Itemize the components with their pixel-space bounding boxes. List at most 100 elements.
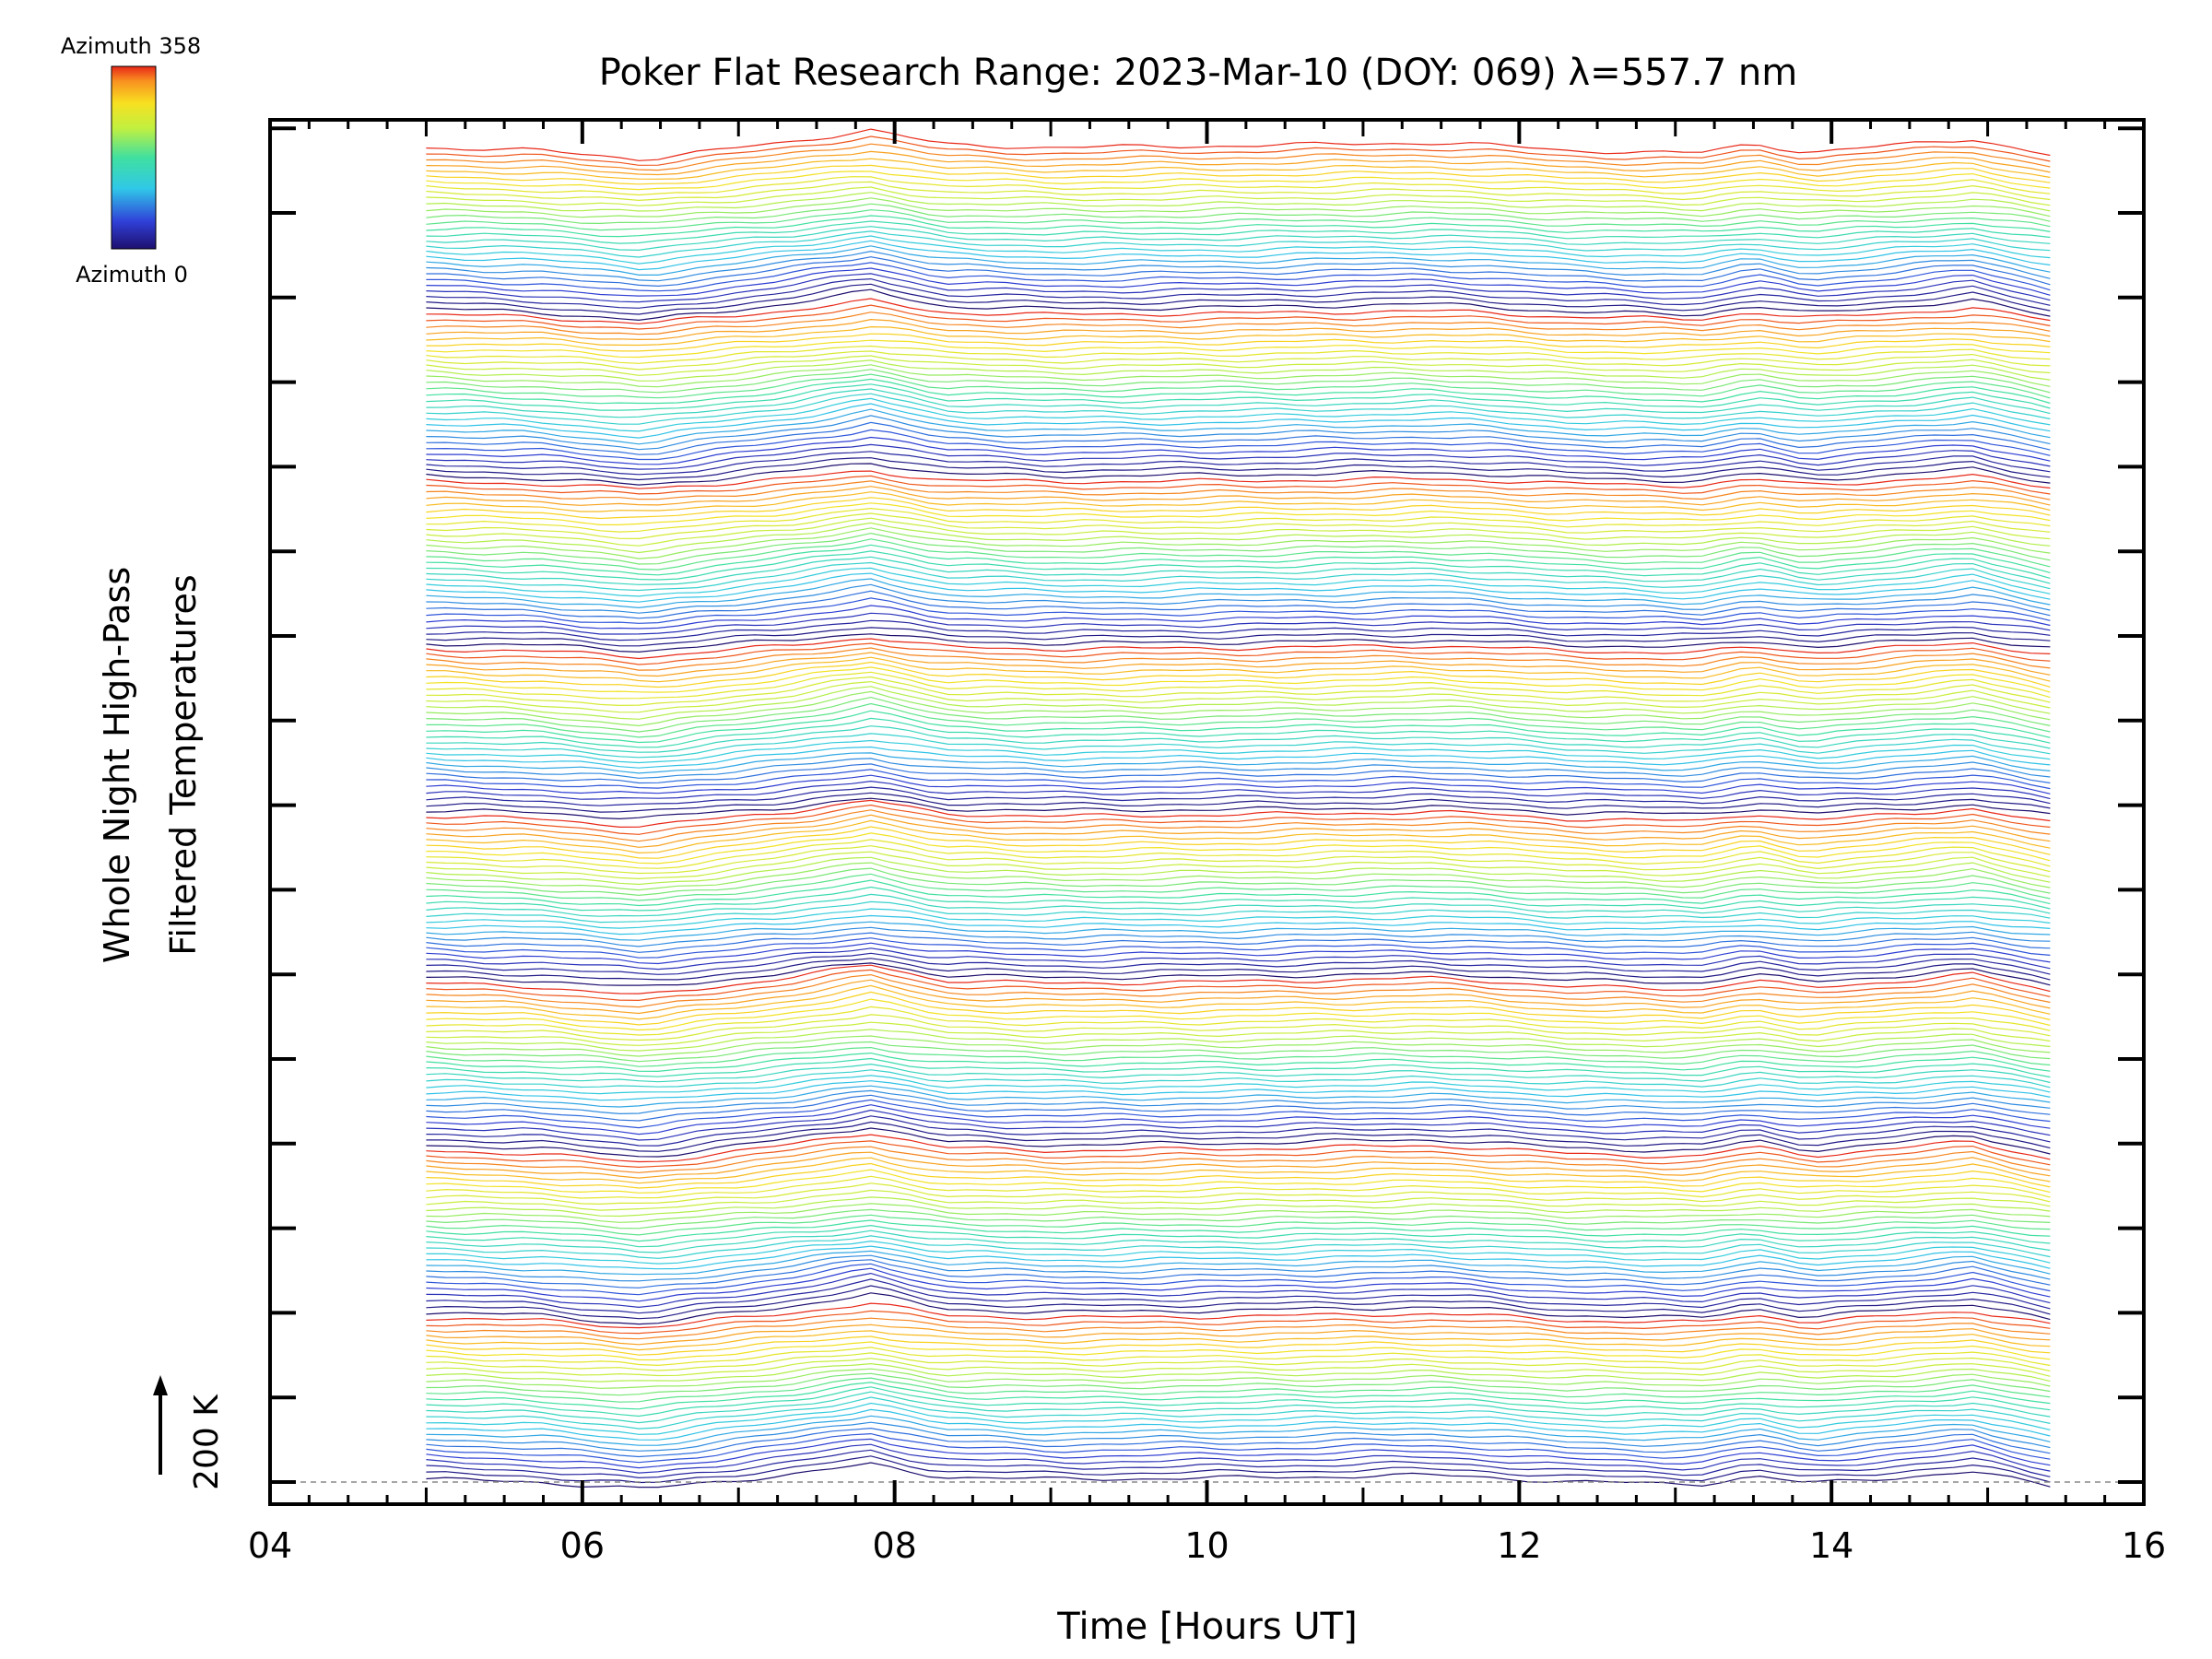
azimuth-trace bbox=[426, 567, 2051, 597]
azimuth-trace bbox=[426, 544, 2051, 576]
azimuth-trace bbox=[426, 256, 2051, 288]
azimuth-trace bbox=[426, 1080, 2051, 1101]
azimuth-trace bbox=[426, 230, 2051, 258]
azimuth-trace bbox=[426, 717, 2051, 748]
azimuth-trace bbox=[426, 1127, 2051, 1158]
azimuth-trace bbox=[426, 605, 2051, 629]
azimuth-trace bbox=[426, 666, 2051, 693]
azimuth-trace bbox=[426, 814, 2051, 848]
azimuth-trace bbox=[426, 926, 2051, 947]
azimuth-trace bbox=[426, 1035, 2051, 1057]
azimuth-trace bbox=[426, 1094, 2051, 1122]
azimuth-trace bbox=[426, 502, 2051, 525]
azimuth-trace bbox=[426, 245, 2051, 276]
azimuth-trace bbox=[426, 1046, 2051, 1067]
azimuth-trace bbox=[426, 799, 2051, 829]
azimuth-trace bbox=[426, 538, 2051, 571]
azimuth-trace bbox=[426, 758, 2051, 779]
azimuth-trace bbox=[426, 1250, 2051, 1276]
y-axis-label-line2: Filtered Temperatures bbox=[163, 574, 204, 955]
azimuth-trace bbox=[426, 702, 2051, 738]
azimuth-trace bbox=[426, 1203, 2051, 1223]
azimuth-trace bbox=[426, 1347, 2051, 1367]
azimuth-trace bbox=[426, 369, 2051, 394]
scale-indicator: 200 K bbox=[153, 1375, 226, 1490]
azimuth-trace bbox=[426, 436, 2051, 465]
azimuth-trace bbox=[426, 572, 2051, 603]
azimuth-trace bbox=[426, 318, 2051, 341]
azimuth-trace bbox=[426, 463, 2051, 486]
azimuth-trace bbox=[426, 998, 2051, 1031]
azimuth-trace bbox=[426, 1382, 2051, 1410]
azimuth-trace bbox=[426, 1317, 2051, 1340]
azimuth-trace bbox=[426, 661, 2051, 688]
azimuth-trace bbox=[426, 497, 2051, 520]
azimuth-trace bbox=[426, 1235, 2051, 1259]
azimuth-trace bbox=[426, 215, 2051, 238]
azimuth-trace bbox=[426, 1057, 2051, 1078]
azimuth-trace bbox=[426, 979, 2051, 1015]
x-tick-label: 14 bbox=[1809, 1525, 1853, 1566]
azimuth-trace bbox=[426, 969, 2051, 1002]
azimuth-trace bbox=[426, 388, 2051, 418]
azimuth-trace bbox=[426, 964, 2051, 994]
azimuth-trace bbox=[426, 1455, 2051, 1484]
azimuth-trace bbox=[426, 415, 2051, 451]
azimuth-trace bbox=[426, 725, 2051, 753]
azimuth-trace bbox=[426, 262, 2051, 292]
azimuth-trace bbox=[426, 1432, 2051, 1464]
azimuth-trace bbox=[426, 962, 2051, 986]
azimuth-trace bbox=[426, 958, 2051, 981]
azimuth-trace bbox=[426, 158, 2051, 180]
azimuth-trace bbox=[426, 1377, 2051, 1403]
azimuth-trace bbox=[426, 1254, 2051, 1282]
azimuth-trace bbox=[426, 226, 2051, 252]
azimuth-trace bbox=[426, 937, 2051, 959]
azimuth-trace bbox=[426, 886, 2051, 912]
x-tick-label: 08 bbox=[872, 1525, 916, 1566]
azimuth-trace bbox=[426, 1240, 2051, 1265]
azimuth-trace bbox=[426, 710, 2051, 744]
azimuth-trace bbox=[426, 612, 2051, 635]
azimuth-trace bbox=[426, 792, 2051, 813]
azimuth-trace bbox=[426, 1134, 2051, 1163]
scale-label: 200 K bbox=[188, 1394, 226, 1490]
azimuth-trace bbox=[426, 1029, 2051, 1052]
azimuth-trace bbox=[426, 1157, 2051, 1184]
azimuth-trace bbox=[426, 480, 2051, 500]
azimuth-trace bbox=[426, 429, 2051, 461]
azimuth-trace bbox=[426, 220, 2051, 244]
azimuth-trace bbox=[426, 1415, 2051, 1446]
azimuth-trace bbox=[426, 1208, 2051, 1230]
azimuth-trace bbox=[426, 879, 2051, 907]
azimuth-trace bbox=[426, 393, 2051, 425]
azimuth-trace bbox=[426, 671, 2051, 700]
azimuth-trace bbox=[426, 1189, 2051, 1211]
scale-arrow-head bbox=[153, 1375, 168, 1395]
azimuth-trace bbox=[426, 973, 2051, 1008]
colorbar-gradient bbox=[111, 65, 157, 250]
azimuth-trace bbox=[426, 647, 2051, 671]
x-axis-label: Time [Hours UT] bbox=[1056, 1606, 1357, 1648]
azimuth-trace bbox=[426, 176, 2051, 196]
azimuth-trace bbox=[426, 1335, 2051, 1356]
azimuth-trace bbox=[426, 192, 2051, 212]
azimuth-trace bbox=[426, 862, 2051, 891]
azimuth-trace bbox=[426, 443, 2051, 470]
azimuth-trace bbox=[426, 1224, 2051, 1248]
azimuth-trace bbox=[426, 1278, 2051, 1314]
azimuth-trace bbox=[426, 786, 2051, 806]
azimuth-trace bbox=[426, 556, 2051, 585]
azimuth-trace bbox=[426, 1259, 2051, 1288]
azimuth-trace bbox=[426, 642, 2051, 665]
plot-frame bbox=[268, 118, 2146, 1506]
azimuth-trace bbox=[426, 676, 2051, 707]
azimuth-trace bbox=[426, 203, 2051, 225]
azimuth-trace bbox=[426, 283, 2051, 315]
azimuth-trace bbox=[426, 1438, 2051, 1469]
azimuth-trace bbox=[426, 517, 2051, 547]
azimuth-trace bbox=[426, 359, 2051, 382]
azimuth-trace bbox=[426, 1408, 2051, 1441]
azimuth-trace bbox=[426, 181, 2051, 202]
azimuth-trace bbox=[426, 1214, 2051, 1236]
